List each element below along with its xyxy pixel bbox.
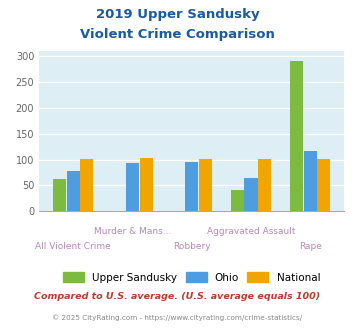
Bar — [317, 159, 331, 211]
Text: Rape: Rape — [299, 242, 322, 250]
Text: © 2025 CityRating.com - https://www.cityrating.com/crime-statistics/: © 2025 CityRating.com - https://www.city… — [53, 314, 302, 321]
Text: All Violent Crime: All Violent Crime — [35, 242, 111, 250]
Bar — [245, 178, 257, 211]
Bar — [199, 158, 212, 211]
Text: Compared to U.S. average. (U.S. average equals 100): Compared to U.S. average. (U.S. average … — [34, 292, 321, 301]
Bar — [53, 179, 66, 211]
Legend: Upper Sandusky, Ohio, National: Upper Sandusky, Ohio, National — [63, 272, 320, 283]
Bar — [231, 189, 244, 211]
Text: Aggravated Assault: Aggravated Assault — [207, 227, 295, 236]
Bar — [80, 158, 93, 211]
Bar — [304, 151, 317, 211]
Text: 2019 Upper Sandusky: 2019 Upper Sandusky — [96, 8, 259, 21]
Bar — [67, 171, 80, 211]
Text: Violent Crime Comparison: Violent Crime Comparison — [80, 28, 275, 41]
Bar — [140, 158, 153, 211]
Bar — [290, 61, 303, 211]
Bar — [126, 163, 139, 211]
Text: Robbery: Robbery — [173, 242, 211, 250]
Bar — [258, 158, 271, 211]
Text: Murder & Mans...: Murder & Mans... — [94, 227, 171, 236]
Bar — [185, 162, 198, 211]
